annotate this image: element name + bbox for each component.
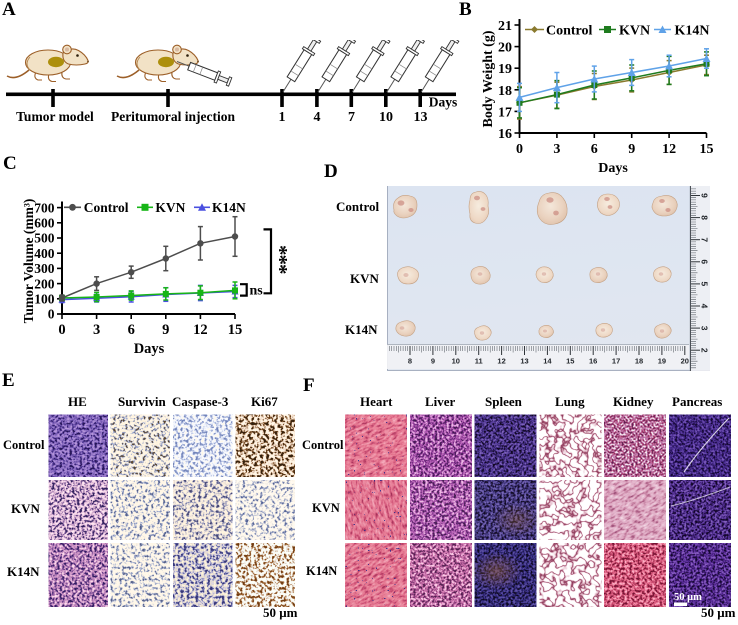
svg-text:8: 8 — [699, 215, 709, 220]
svg-text:10: 10 — [452, 357, 460, 366]
svg-text:1: 1 — [279, 110, 286, 125]
svg-text:6: 6 — [128, 322, 135, 338]
svg-text:Tumor model: Tumor model — [16, 109, 94, 124]
svg-text:500: 500 — [34, 231, 55, 246]
svg-text:5: 5 — [699, 282, 709, 287]
svg-text:Days: Days — [134, 341, 165, 357]
svg-text:600: 600 — [34, 216, 55, 231]
svg-text:14: 14 — [543, 357, 552, 366]
svg-text:6: 6 — [699, 259, 709, 264]
svg-text:3: 3 — [553, 142, 560, 157]
svg-text:20: 20 — [681, 357, 689, 366]
svg-text:Control: Control — [546, 24, 593, 39]
svg-text:4: 4 — [314, 110, 321, 125]
svg-text:15: 15 — [566, 357, 574, 366]
svg-text:300: 300 — [34, 261, 55, 276]
svg-text:12: 12 — [193, 322, 208, 338]
svg-text:10: 10 — [379, 110, 393, 125]
svg-text:7: 7 — [348, 110, 355, 125]
svg-text:12: 12 — [662, 142, 676, 157]
svg-text:K14N: K14N — [675, 24, 710, 39]
svg-text:Tumor Volume (mm³): Tumor Volume (mm³) — [21, 199, 36, 324]
svg-text:18: 18 — [635, 357, 643, 366]
svg-text:12: 12 — [497, 357, 505, 366]
svg-text:Days: Days — [429, 95, 458, 110]
svg-text:4: 4 — [699, 304, 709, 309]
svg-text:19: 19 — [498, 62, 512, 77]
svg-text:9: 9 — [162, 322, 169, 338]
svg-text:15: 15 — [700, 142, 714, 157]
svg-text:Body Weight (g): Body Weight (g) — [481, 30, 496, 127]
svg-text:50 μm: 50 μm — [674, 592, 702, 603]
svg-text:0: 0 — [58, 322, 65, 338]
svg-text:17: 17 — [498, 105, 512, 120]
svg-text:19: 19 — [658, 357, 666, 366]
svg-text:9: 9 — [628, 142, 635, 157]
svg-text:700: 700 — [34, 200, 55, 215]
svg-text:0: 0 — [48, 307, 55, 322]
svg-text:Control: Control — [84, 200, 129, 215]
svg-text:8: 8 — [408, 357, 412, 366]
svg-text:17: 17 — [612, 357, 620, 366]
svg-text:0: 0 — [516, 142, 523, 157]
svg-text:16: 16 — [589, 357, 597, 366]
svg-text:200: 200 — [34, 276, 55, 291]
svg-text:9: 9 — [431, 357, 435, 366]
svg-text:KVN: KVN — [155, 200, 185, 215]
svg-text:18: 18 — [498, 84, 512, 99]
svg-text:400: 400 — [34, 246, 55, 261]
svg-text:Peritumoral injection: Peritumoral injection — [111, 109, 236, 124]
svg-text:11: 11 — [475, 357, 483, 366]
svg-text:ns: ns — [250, 284, 264, 299]
svg-text:6: 6 — [591, 142, 598, 157]
svg-text:Days: Days — [598, 161, 628, 176]
svg-text:K14N: K14N — [212, 200, 246, 215]
svg-text:7: 7 — [699, 237, 709, 242]
svg-text:13: 13 — [520, 357, 528, 366]
svg-text:***: *** — [268, 245, 292, 274]
svg-text:13: 13 — [414, 110, 428, 125]
svg-text:15: 15 — [228, 322, 243, 338]
svg-text:21: 21 — [498, 19, 512, 34]
svg-text:20: 20 — [498, 41, 512, 56]
svg-text:3: 3 — [93, 322, 100, 338]
svg-text:100: 100 — [34, 292, 55, 307]
svg-text:KVN: KVN — [619, 24, 650, 39]
svg-text:9: 9 — [699, 193, 709, 198]
svg-text:2: 2 — [699, 348, 709, 353]
svg-text:16: 16 — [498, 127, 512, 142]
svg-text:3: 3 — [699, 326, 709, 331]
